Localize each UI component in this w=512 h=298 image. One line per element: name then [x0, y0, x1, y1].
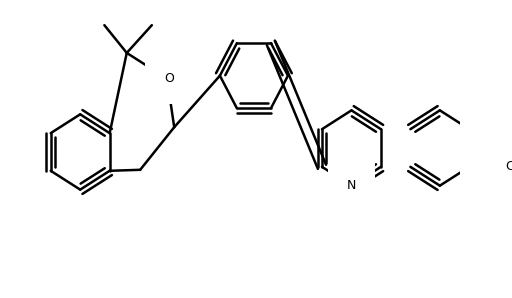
Text: Cl: Cl [505, 160, 512, 173]
Text: N: N [347, 179, 356, 192]
Text: O: O [164, 72, 174, 85]
